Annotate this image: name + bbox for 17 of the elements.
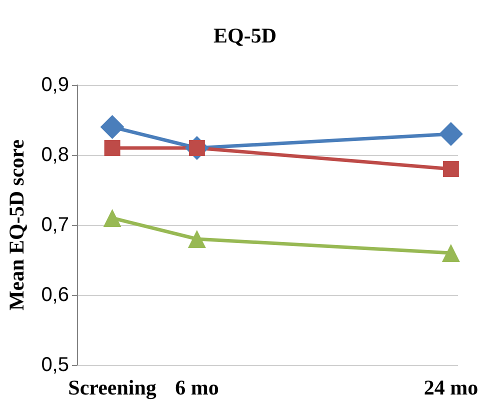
y-tick-label: 0,8 bbox=[41, 144, 69, 166]
point bbox=[188, 230, 206, 248]
x-tick-label: Screening bbox=[68, 376, 157, 400]
y-tick-label: 0,9 bbox=[41, 74, 69, 96]
point bbox=[100, 115, 124, 139]
chart-title: EQ-5D bbox=[214, 24, 276, 48]
x-tick-label: 6 mo bbox=[175, 376, 219, 400]
y-tick-label: 0,6 bbox=[41, 284, 69, 306]
y-tick-label: 0,5 bbox=[41, 354, 69, 376]
point bbox=[442, 244, 460, 262]
x-tick-label: 24 mo bbox=[424, 376, 478, 400]
point bbox=[442, 161, 459, 177]
point bbox=[103, 209, 122, 227]
y-tick-label: 0,7 bbox=[41, 214, 69, 236]
y-axis-title: Mean EQ-5D score bbox=[4, 139, 28, 311]
point bbox=[438, 122, 463, 146]
point bbox=[104, 140, 120, 156]
